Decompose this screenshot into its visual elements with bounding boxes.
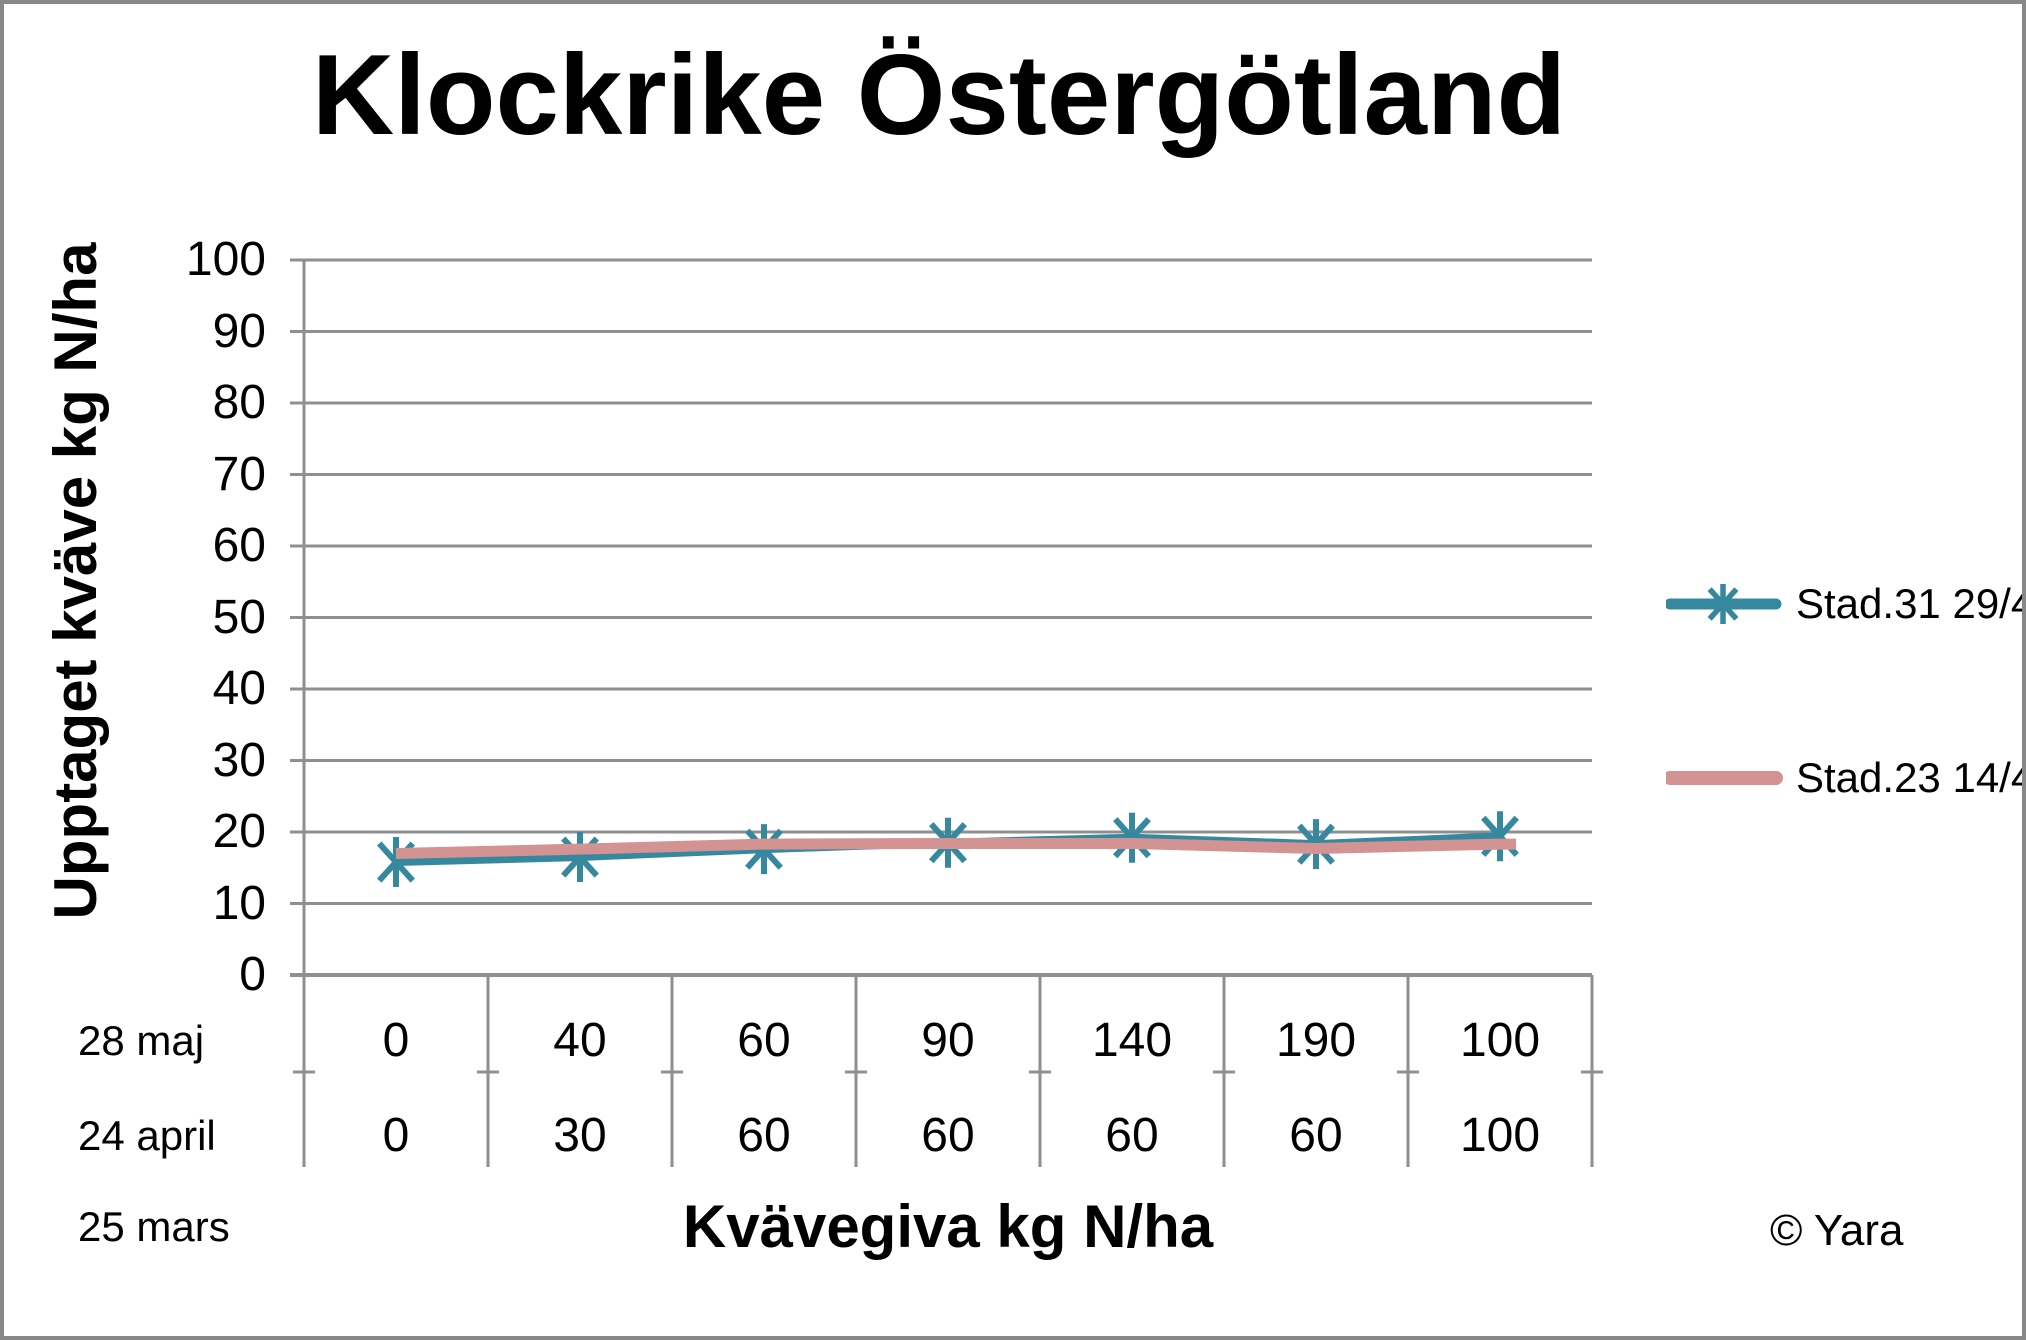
legend-entry-stad23: Stad.23 14/4 [1666, 750, 2026, 806]
legend-entry-stad31: Stad.31 29/4 [1666, 576, 2026, 632]
y-tick-label: 40 [212, 662, 266, 715]
table-cell: 40 [553, 1014, 607, 1067]
table-cell: 60 [1289, 1109, 1343, 1162]
y-tick-label: 10 [212, 876, 266, 930]
legend-line-asterisk-icon [1666, 584, 1782, 624]
y-tick-label: 100 [185, 233, 266, 286]
table-cell: 60 [737, 1014, 791, 1067]
table-cell: 60 [737, 1109, 791, 1162]
table-cell: 90 [921, 1014, 975, 1067]
x-axis-title: Kvävegiva kg N/ha [682, 1193, 1214, 1260]
table-cell: 0 [382, 1014, 410, 1067]
chart-title: Klockrike Östergötland [311, 32, 1567, 159]
table-row-label-28-maj: 28 maj [78, 1017, 205, 1064]
y-tick-label: 50 [212, 590, 266, 644]
table-cell: 0 [382, 1109, 410, 1162]
table-cell: 100 [1459, 1014, 1541, 1067]
y-tick-label: 30 [212, 733, 266, 787]
table-cell: 60 [921, 1109, 975, 1162]
y-tick-label: 0 [239, 948, 266, 1001]
legend-label: Stad.31 29/4 [1796, 580, 2026, 627]
plot-area [290, 258, 1603, 1167]
y-tick-label: 80 [212, 376, 266, 429]
legend-line-icon [1666, 771, 1783, 785]
y-tick-label: 60 [212, 519, 266, 572]
table-cell: 140 [1091, 1014, 1173, 1067]
y-tick-label: 70 [212, 447, 266, 501]
series-line [395, 837, 1516, 859]
table-cell: 30 [553, 1109, 607, 1162]
legend-label: Stad.23 14/4 [1796, 754, 2026, 801]
copyright-text: © Yara [1770, 1206, 1904, 1255]
y-tick-label: 90 [212, 304, 266, 358]
table-row-label-24-april: 24 april [78, 1112, 216, 1159]
table-cell: 190 [1275, 1014, 1357, 1067]
table-cell: 100 [1459, 1109, 1541, 1162]
table-cell: 60 [1105, 1109, 1159, 1162]
table-row-label-25-mars: 25 mars [78, 1203, 230, 1250]
y-tick-label: 20 [212, 805, 266, 858]
